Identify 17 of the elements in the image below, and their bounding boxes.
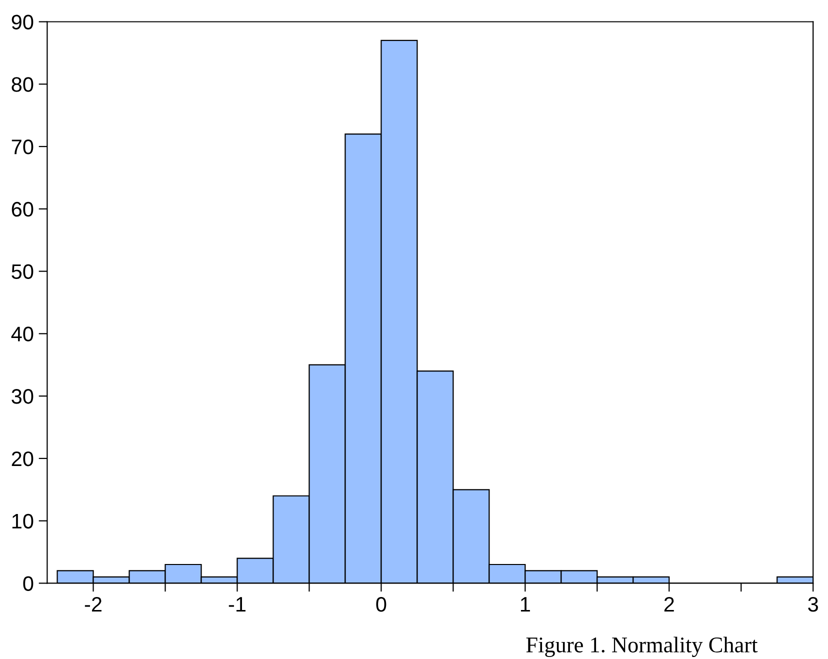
y-tick-label: 60 bbox=[12, 202, 34, 217]
y-tick-label: 40 bbox=[11, 326, 34, 342]
x-tick-label: 0 bbox=[376, 596, 386, 612]
x-tick-label: -2 bbox=[84, 596, 102, 612]
y-tick-label: 30 bbox=[12, 389, 34, 404]
y-tick-label: 70 bbox=[12, 140, 34, 154]
x-tick-label: 1 bbox=[520, 597, 530, 612]
caption: Figure 1. Normality Chart bbox=[526, 636, 758, 658]
y-tick-label: 90 bbox=[12, 14, 34, 30]
y-tick-label: 80 bbox=[12, 77, 34, 92]
y-tick-label: 50 bbox=[12, 264, 34, 280]
y-tick-label: 0 bbox=[23, 576, 34, 591]
y-tick-label: 10 bbox=[12, 514, 34, 529]
y-tick-label: 20 bbox=[12, 451, 34, 466]
x-tick-label: 3 bbox=[808, 596, 818, 612]
x-tick-label: 2 bbox=[664, 596, 674, 612]
x-tick-label: -1 bbox=[228, 597, 246, 612]
